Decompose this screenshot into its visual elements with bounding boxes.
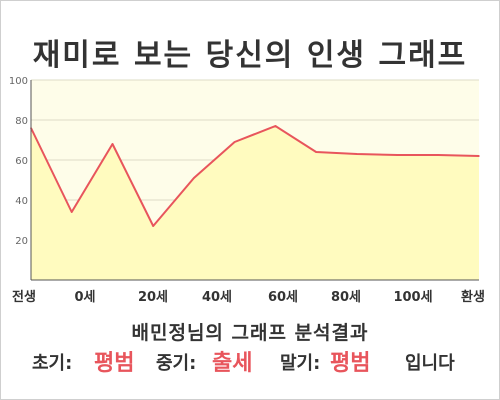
late-value: 평범 bbox=[330, 351, 371, 376]
y-tick-label: 40 bbox=[15, 196, 28, 207]
x-tick-label: 40세 bbox=[202, 290, 232, 305]
data-point bbox=[152, 225, 154, 227]
x-tick-label: 60세 bbox=[268, 290, 298, 305]
y-tick-label: 20 bbox=[15, 236, 28, 247]
data-point bbox=[356, 153, 358, 155]
analysis-summary: 배민정님의 그래프 분석결과 bbox=[131, 322, 369, 344]
late-label: 말기: bbox=[280, 353, 321, 374]
mid-label: 중기: bbox=[156, 353, 197, 374]
data-point bbox=[274, 125, 277, 127]
data-point bbox=[437, 154, 440, 156]
data-point bbox=[193, 177, 195, 179]
x-tick-label: 100세 bbox=[393, 290, 432, 305]
x-tick-label: 20세 bbox=[138, 290, 168, 305]
y-tick-label: 80 bbox=[15, 116, 28, 127]
early-value: 평범 bbox=[94, 351, 135, 376]
y-tick-label: 100 bbox=[9, 76, 28, 87]
data-point bbox=[315, 151, 317, 153]
life-line bbox=[30, 125, 480, 227]
area-fill bbox=[31, 126, 479, 280]
x-tick-label: 환생 bbox=[461, 289, 485, 305]
page-title: 재미로 보는 당신의 인생 그래프 bbox=[32, 38, 468, 73]
ending-text: 입니다 bbox=[405, 353, 455, 374]
y-tick-label: 60 bbox=[15, 156, 28, 167]
early-label: 초기: bbox=[32, 353, 73, 374]
data-point bbox=[70, 211, 73, 213]
x-tick-label: 80세 bbox=[331, 290, 361, 305]
x-tick-label: 전생 bbox=[12, 289, 36, 305]
data-point bbox=[111, 143, 114, 145]
data-point bbox=[396, 154, 399, 156]
mid-value: 출세 bbox=[212, 351, 253, 376]
data-point bbox=[233, 141, 236, 143]
x-tick-label: 0세 bbox=[74, 290, 95, 305]
data-point bbox=[478, 155, 480, 157]
